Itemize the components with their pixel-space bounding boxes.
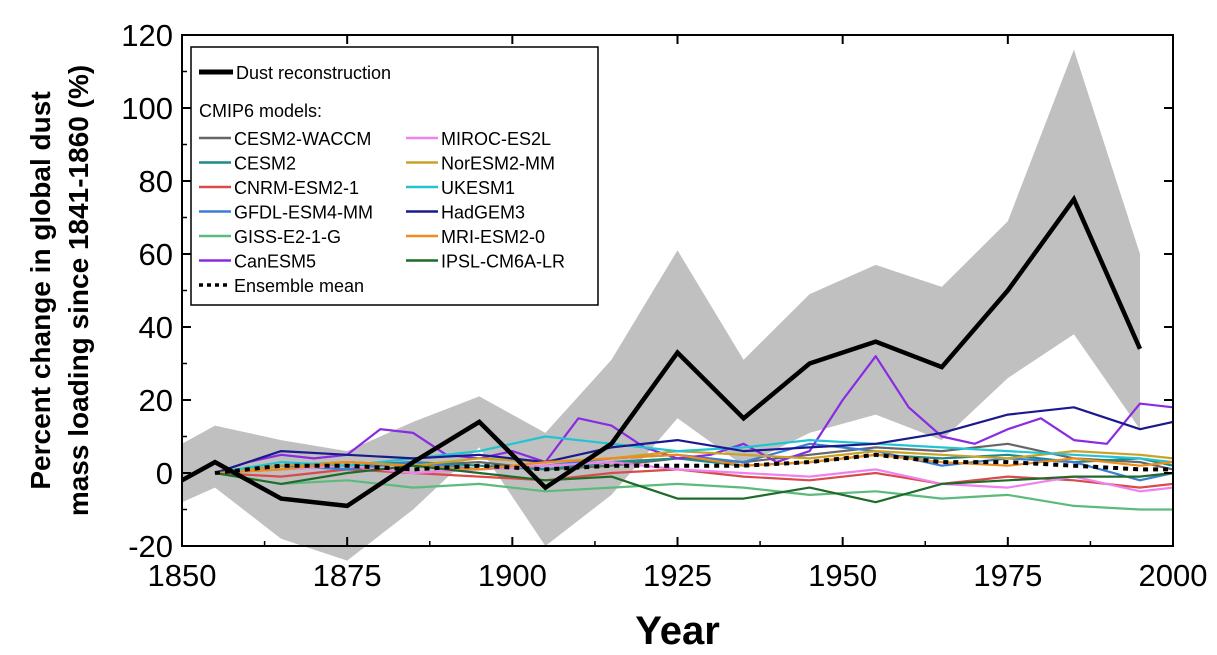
legend-model-items: CESM2-WACCM CESM2 CNRM-ESM2-1 GFDL-ESM4-MM G…: [199, 129, 565, 272]
reconstruction-uncertainty-band: [182, 49, 1140, 561]
legend: Dust reconstruction CMIP6 models: CESM2-…: [190, 46, 599, 306]
y-tick-label: 120: [121, 18, 173, 53]
legend-label-canesm5: CanESM5: [234, 252, 316, 272]
series-line-mri-esm2-0: [214, 453, 1174, 475]
reconstruction-uncertainty-band-layer: [182, 49, 1140, 561]
y-tick-label: 40: [139, 310, 173, 345]
x-tick-label: 1925: [643, 558, 712, 593]
x-axis-title: Year: [635, 609, 720, 653]
legend-label-cesm2: CESM2: [234, 154, 296, 174]
x-axis-ticks: 1850 1875 1900 1925 1950 1975 2000: [148, 35, 1208, 593]
x-tick-label: 1850: [148, 558, 217, 593]
legend-label-hadgem3: HadGEM3: [441, 203, 525, 223]
legend-label-noresm2-mm: NorESM2-MM: [441, 154, 555, 174]
series-line-ipsl-cm6a-lr: [214, 464, 1174, 504]
legend-label-cesm2-waccm: CESM2-WACCM: [234, 129, 371, 149]
y-axis-title-line-2: mass loading since 1841-1860 (%): [63, 65, 94, 516]
legend-ensemble-mean-label: Ensemble mean: [234, 276, 364, 296]
legend-label-mri-esm2-0: MRI-ESM2-0: [441, 227, 545, 247]
series-line-ukesm1: [214, 435, 1174, 475]
reconstruction-layer: [180, 194, 1143, 509]
x-tick-label: 1975: [973, 558, 1042, 593]
legend-label-cnrm-esm2-1: CNRM-ESM2-1: [234, 178, 359, 198]
series-line-gfdl-esm4-mm: [214, 442, 1174, 482]
y-tick-label: 80: [139, 164, 173, 199]
y-tick-label: 0: [156, 456, 173, 491]
legend-box: [190, 46, 599, 306]
legend-label-ukesm1: UKESM1: [441, 178, 515, 198]
legend-label-ipsl-cm6a-lr: IPSL-CM6A-LR: [441, 252, 565, 272]
series-line-hadgem3: [214, 406, 1174, 475]
y-axis-ticks: -20 0 20 40 60 80 100 120: [121, 18, 1173, 564]
y-axis-title-line-1: Percent change in global dust: [25, 91, 56, 489]
legend-reconstruction-label: Dust reconstruction: [236, 63, 391, 83]
legend-label-miroc-es2l: MIROC-ES2L: [441, 129, 551, 149]
y-tick-label: 60: [139, 237, 173, 272]
reconstruction-line: [180, 194, 1143, 509]
legend-models-heading: CMIP6 models:: [199, 101, 322, 121]
x-tick-label: 1875: [313, 558, 382, 593]
y-tick-label: 100: [121, 91, 173, 126]
y-tick-label: 20: [139, 383, 173, 418]
legend-label-giss-e2-1-g: GISS-E2-1-G: [234, 227, 341, 247]
model-series-layer: [214, 355, 1174, 511]
x-tick-label: 1900: [478, 558, 547, 593]
y-tick-label: -20: [128, 529, 173, 564]
x-tick-label: 1950: [808, 558, 877, 593]
legend-label-gfdl-esm4-mm: GFDL-ESM4-MM: [234, 203, 373, 223]
x-tick-label: 2000: [1139, 558, 1208, 593]
